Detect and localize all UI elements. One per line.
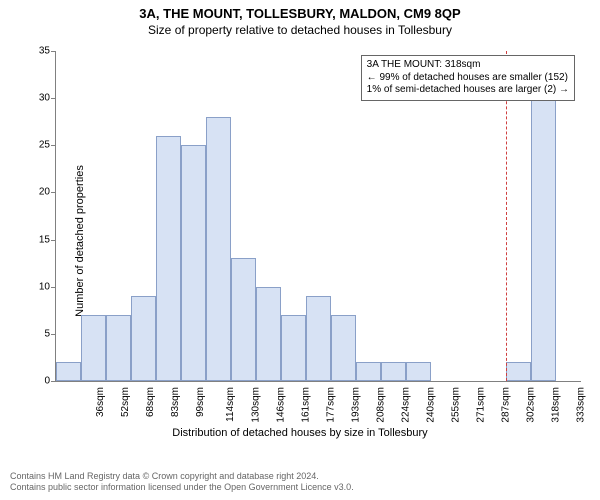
x-tick-label: 177sqm: [325, 387, 336, 423]
y-tick-label: 35: [30, 46, 50, 57]
histogram-bar: [256, 287, 281, 381]
histogram-bar: [281, 315, 306, 381]
footer-attribution: Contains HM Land Registry data © Crown c…: [10, 471, 354, 494]
x-tick-label: 271sqm: [475, 387, 486, 423]
x-tick-label: 333sqm: [575, 387, 586, 423]
x-tick-label: 68sqm: [145, 387, 156, 417]
y-tick-label: 5: [30, 328, 50, 339]
x-tick-label: 36sqm: [95, 387, 106, 417]
marker-line: [506, 51, 507, 381]
chart-container: Number of detached properties 0510152025…: [0, 41, 600, 441]
y-tick-label: 20: [30, 187, 50, 198]
x-tick-label: 52sqm: [120, 387, 131, 417]
annotation-line-1: 3A THE MOUNT: 318sqm: [367, 59, 569, 72]
histogram-bar: [381, 362, 406, 381]
y-tick-label: 25: [30, 140, 50, 151]
histogram-bar: [81, 315, 106, 381]
histogram-bar: [131, 296, 156, 381]
x-tick-label: 224sqm: [400, 387, 411, 423]
bars-group: [56, 51, 581, 381]
page-title: 3A, THE MOUNT, TOLLESBURY, MALDON, CM9 8…: [0, 0, 600, 21]
x-tick-label: 130sqm: [250, 387, 261, 423]
x-tick-label: 302sqm: [525, 387, 536, 423]
x-tick-label: 161sqm: [300, 387, 311, 423]
histogram-bar: [231, 258, 256, 381]
page-subtitle: Size of property relative to detached ho…: [0, 21, 600, 41]
x-tick-label: 83sqm: [170, 387, 181, 417]
x-tick-label: 146sqm: [275, 387, 286, 423]
annotation-box: 3A THE MOUNT: 318sqm ← 99% of detached h…: [361, 55, 575, 101]
annotation-line-3: 1% of semi-detached houses are larger (2…: [367, 84, 569, 97]
x-tick-label: 114sqm: [224, 387, 235, 422]
histogram-bar: [56, 362, 81, 381]
y-tick-label: 10: [30, 281, 50, 292]
annotation-line-2: ← 99% of detached houses are smaller (15…: [367, 72, 569, 85]
plot-area: 3A THE MOUNT: 318sqm ← 99% of detached h…: [55, 51, 581, 382]
y-tick-label: 30: [30, 93, 50, 104]
x-tick-label: 255sqm: [450, 387, 461, 423]
x-tick-label: 318sqm: [550, 387, 561, 423]
x-tick-label: 193sqm: [350, 387, 361, 423]
histogram-bar: [206, 117, 231, 381]
x-tick-label: 99sqm: [195, 387, 206, 417]
x-tick-label: 287sqm: [500, 387, 511, 423]
histogram-bar: [406, 362, 431, 381]
y-tick-label: 0: [30, 376, 50, 387]
histogram-bar: [306, 296, 331, 381]
footer-line-1: Contains HM Land Registry data © Crown c…: [10, 471, 354, 483]
histogram-bar: [506, 362, 531, 381]
histogram-bar: [156, 136, 181, 381]
x-axis-label: Distribution of detached houses by size …: [0, 427, 600, 439]
histogram-bar: [181, 145, 206, 381]
footer-line-2: Contains public sector information licen…: [10, 482, 354, 494]
x-tick-label: 208sqm: [375, 387, 386, 423]
histogram-bar: [331, 315, 356, 381]
y-tick-label: 15: [30, 234, 50, 245]
histogram-bar: [106, 315, 131, 381]
histogram-bar: [531, 98, 556, 381]
histogram-bar: [356, 362, 381, 381]
x-tick-label: 240sqm: [425, 387, 436, 423]
